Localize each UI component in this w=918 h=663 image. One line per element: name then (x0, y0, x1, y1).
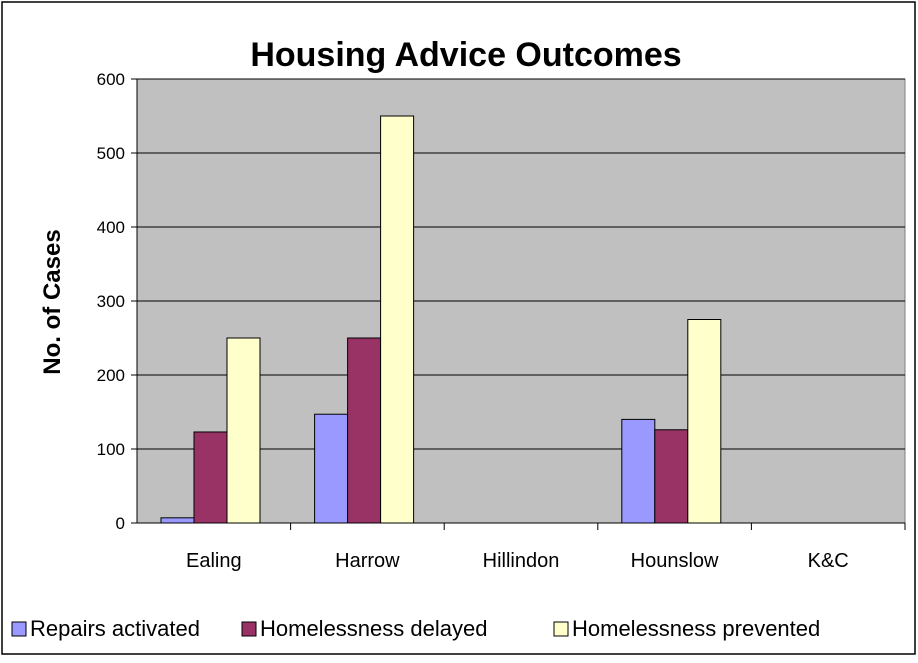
bar-homelessness-prevented-ealing (226, 337, 261, 524)
axes (131, 78, 906, 530)
y-tick-label: 500 (97, 144, 125, 163)
y-tick-label: 300 (97, 292, 125, 311)
grid-lines (137, 78, 905, 450)
bar-homelessness-prevented-hounslow (687, 319, 722, 524)
x-tick-label: Hillindon (483, 550, 560, 572)
legend: Repairs activated Homelessness delayed Hom… (11, 616, 820, 641)
bar-homelessness-delayed-hounslow (654, 429, 689, 524)
x-tick-labels: Ealing Harrow Hillindon Hounslow K&C (186, 550, 849, 572)
legend-label: Repairs activated (30, 616, 200, 641)
y-tick-label: 100 (97, 440, 125, 459)
x-tick-label: K&C (808, 550, 849, 572)
x-tick-label: Hounslow (631, 550, 719, 572)
bar-repairs-activated-ealing (160, 517, 195, 524)
y-tick-label: 600 (97, 70, 125, 89)
chart-title: Housing Advice Outcomes (250, 36, 681, 74)
y-axis-label: No. of Cases (39, 229, 66, 374)
bar-homelessness-delayed-harrow (347, 337, 382, 524)
legend-swatch (553, 621, 569, 637)
x-tick-label: Ealing (186, 550, 242, 572)
bar-repairs-activated-harrow (314, 413, 349, 524)
x-tick-label: Harrow (335, 550, 400, 572)
legend-label: Homelessness prevented (572, 616, 820, 641)
bar-homelessness-delayed-ealing (193, 431, 228, 524)
y-tick-label: 400 (97, 218, 125, 237)
legend-label: Homelessness delayed (260, 616, 487, 641)
y-tick-labels: 0 100 200 300 400 500 600 (97, 70, 125, 533)
y-tick-label: 0 (116, 514, 125, 533)
legend-swatch (241, 621, 257, 637)
bar-homelessness-prevented-harrow (380, 115, 415, 524)
legend-swatch (11, 621, 27, 637)
y-tick-label: 200 (97, 366, 125, 385)
bar-repairs-activated-hounslow (621, 418, 656, 524)
